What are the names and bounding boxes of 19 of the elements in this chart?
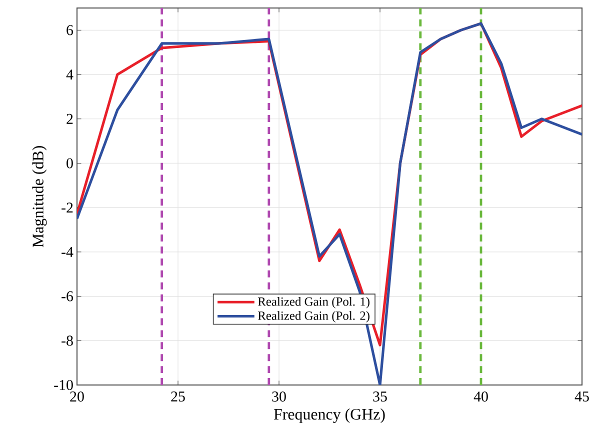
y-tick-label: -6 <box>62 291 74 302</box>
y-tick-label: 2 <box>66 114 73 124</box>
x-axis-title: Frequency (GHz) <box>274 408 385 423</box>
y-tick-label: 0 <box>66 158 73 168</box>
y-tick-label: 4 <box>66 70 74 80</box>
legend-label: Realized Gain (Pol. 2) <box>258 311 370 322</box>
x-tick-label: 45 <box>574 392 589 402</box>
x-tick-label: 20 <box>70 392 84 402</box>
legend-label: Realized Gain (Pol. 1) <box>258 297 370 308</box>
y-tick-label: -10 <box>54 380 73 390</box>
y-tick-label: 6 <box>66 25 74 36</box>
y-tick-label: -8 <box>62 336 73 346</box>
x-tick-label: 40 <box>474 392 488 402</box>
y-tick-label: -4 <box>62 247 74 257</box>
x-tick-label: 35 <box>373 392 387 402</box>
x-tick-label: 30 <box>272 392 286 402</box>
y-axis-title: Magnitude (dB) <box>32 146 47 248</box>
y-tick-label: -2 <box>62 202 73 213</box>
x-tick-label: 25 <box>171 392 185 402</box>
